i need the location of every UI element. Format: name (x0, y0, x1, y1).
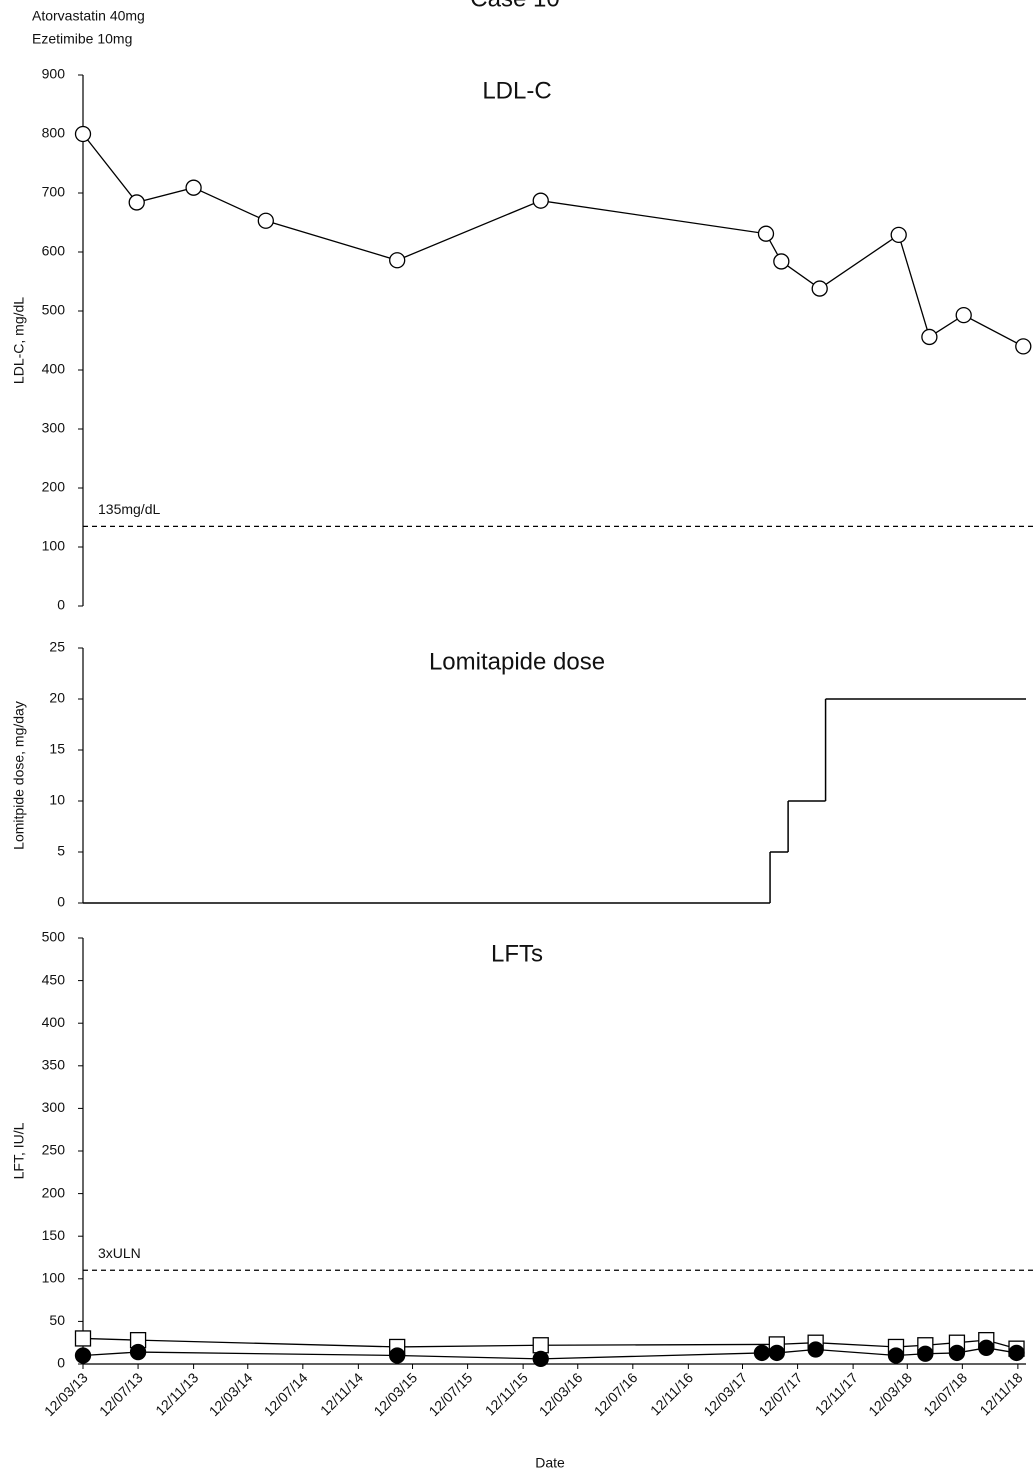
marker (948, 1344, 966, 1362)
series-line (82, 133, 1024, 347)
y-tick-label: 300 (42, 420, 66, 436)
x-tick-label: 12/11/17 (812, 1369, 861, 1418)
marker (389, 252, 406, 269)
y-tick-label: 25 (49, 639, 65, 655)
y-tick-label: 200 (42, 1184, 66, 1200)
marker (890, 226, 907, 244)
x-tick-label: 12/03/13 (41, 1369, 91, 1419)
y-axis-label: Lomitpide dose, mg/day (11, 701, 27, 850)
y-tick-label: 0 (57, 597, 65, 613)
y-tick-label: 50 (49, 1312, 65, 1328)
y-tick-label: 5 (57, 843, 65, 859)
reference-label: 3xULN (98, 1245, 141, 1261)
note: Ezetimibe 10mg (32, 31, 132, 47)
y-tick-label: 0 (57, 894, 65, 910)
y-tick-label: 200 (42, 479, 66, 495)
marker (887, 1347, 905, 1364)
y-tick-label: 250 (42, 1142, 66, 1158)
marker (1015, 338, 1032, 355)
series-line (82, 1337, 1017, 1350)
y-tick-label: 800 (42, 125, 66, 141)
y-tick-label: 10 (49, 792, 65, 808)
marker (753, 1344, 771, 1362)
y-tick-label: 900 (42, 66, 66, 82)
main-title: Case 10 (470, 0, 559, 12)
y-tick-label: 450 (42, 971, 66, 987)
marker (811, 280, 828, 297)
reference-label: 135mg/dL (98, 501, 160, 517)
marker (74, 1347, 92, 1364)
marker (532, 1350, 549, 1368)
y-tick-label: 150 (42, 1227, 66, 1243)
x-tick-label: 12/11/13 (152, 1369, 201, 1418)
x-tick-label: 12/07/16 (591, 1369, 641, 1419)
x-tick-label: 12/07/14 (261, 1369, 311, 1419)
y-tick-label: 100 (42, 1270, 66, 1286)
y-tick-label: 20 (49, 690, 65, 706)
marker (978, 1339, 995, 1356)
x-tick-label: 12/07/15 (425, 1369, 475, 1419)
x-tick-label: 12/07/13 (96, 1369, 146, 1419)
marker (129, 1343, 147, 1361)
y-tick-label: 600 (42, 243, 66, 259)
panel-title: LDL-C (482, 77, 551, 104)
y-tick-label: 500 (42, 929, 66, 945)
marker (128, 194, 145, 211)
marker (768, 1344, 785, 1362)
x-tick-label: 12/03/18 (865, 1369, 915, 1419)
y-tick-label: 100 (42, 538, 66, 554)
marker (955, 306, 972, 324)
panel-title: LFTs (491, 940, 543, 967)
x-tick-label: 12/07/18 (920, 1369, 970, 1419)
marker (917, 1345, 934, 1362)
marker (74, 125, 92, 143)
y-tick-label: 700 (42, 184, 66, 200)
marker (185, 179, 202, 196)
marker (74, 1330, 92, 1347)
marker (532, 1337, 549, 1354)
y-axis-label: LFT, IU/L (11, 1122, 27, 1179)
marker (757, 225, 775, 242)
y-tick-label: 350 (42, 1057, 66, 1073)
marker (532, 192, 549, 209)
panel-title: Lomitapide dose (429, 648, 605, 675)
x-tick-label: 12/11/14 (317, 1369, 366, 1418)
x-tick-label: 12/03/14 (206, 1369, 256, 1419)
x-tick-label: 12/11/16 (647, 1369, 696, 1418)
y-tick-label: 500 (42, 302, 66, 318)
x-axis-label: Date (535, 1455, 565, 1471)
marker (807, 1341, 824, 1358)
x-tick-label: 12/03/15 (370, 1369, 420, 1419)
y-tick-label: 400 (42, 361, 66, 377)
y-tick-label: 15 (49, 741, 65, 757)
x-tick-label: 12/11/15 (482, 1369, 531, 1418)
y-tick-label: 400 (42, 1014, 66, 1030)
series-line (82, 1347, 1017, 1360)
y-axis-label: LDL-C, mg/dL (11, 297, 27, 384)
x-tick-label: 12/03/17 (700, 1369, 750, 1419)
note: Atorvastatin 40mg (32, 8, 145, 24)
y-tick-label: 0 (57, 1355, 65, 1371)
x-tick-label: 12/07/17 (755, 1369, 805, 1419)
marker (389, 1347, 406, 1364)
x-tick-label: 12/03/16 (536, 1369, 586, 1419)
x-tick-label: 12/11/18 (976, 1369, 1025, 1418)
marker (257, 212, 274, 229)
y-tick-label: 300 (42, 1099, 66, 1115)
marker (921, 328, 938, 346)
marker (773, 253, 790, 270)
marker (1008, 1344, 1025, 1362)
